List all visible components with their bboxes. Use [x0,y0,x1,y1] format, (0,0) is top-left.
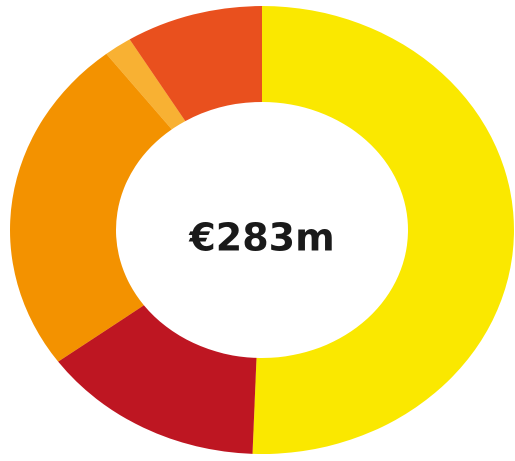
donut-slice-1 [252,6,514,454]
donut-center-total: €283m [188,216,334,260]
donut-slices [9,6,514,454]
donut-slice-4 [106,39,186,130]
donut-slice-3 [9,53,172,362]
donut-slice-5 [129,6,262,122]
donut-slice-2 [58,305,257,454]
